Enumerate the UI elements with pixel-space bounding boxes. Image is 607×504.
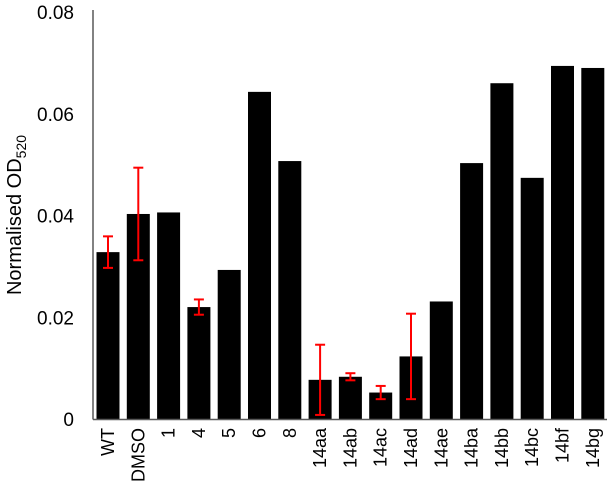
error-bar-14ab bbox=[345, 372, 356, 382]
x-tick-label: 14ba bbox=[462, 427, 482, 468]
error-bar-14ad bbox=[406, 312, 416, 401]
y-tick-label: 0 bbox=[63, 410, 74, 431]
y-tick-label: 0.04 bbox=[37, 207, 74, 228]
x-tick-label: 14bb bbox=[492, 428, 512, 468]
x-tick-label: 8 bbox=[280, 428, 300, 438]
x-tick-label: WT bbox=[98, 428, 118, 456]
bar-WT bbox=[96, 252, 120, 419]
bar-14bb bbox=[490, 83, 514, 419]
bar-6 bbox=[248, 91, 271, 419]
bar-1 bbox=[157, 212, 181, 419]
bars bbox=[96, 65, 605, 420]
y-tick-label: 0.08 bbox=[37, 3, 74, 24]
error-bar-14aa bbox=[315, 343, 326, 416]
x-tick-label: 1 bbox=[159, 428, 179, 438]
x-tick-label: 14ae bbox=[431, 428, 451, 468]
x-tick-label: 14ab bbox=[340, 428, 360, 468]
bar-8 bbox=[278, 161, 302, 419]
x-tick-label: 14ac bbox=[371, 428, 391, 467]
bar-14ab bbox=[338, 376, 362, 419]
x-tick-label: 14aa bbox=[310, 427, 330, 468]
y-tick-label: 0.02 bbox=[37, 308, 74, 329]
error-bar-4 bbox=[193, 298, 204, 316]
bar-DMSO bbox=[126, 213, 150, 419]
bar-14bf bbox=[551, 65, 574, 420]
y-tick-label: 0.06 bbox=[37, 105, 74, 126]
x-tick-label: 14bf bbox=[553, 427, 573, 463]
bar-14ae bbox=[429, 301, 453, 419]
error-bar-14ac bbox=[375, 384, 386, 401]
bar-5 bbox=[217, 269, 241, 419]
error-bar-WT bbox=[103, 235, 113, 269]
x-tick-label: 4 bbox=[189, 428, 209, 438]
error-bars bbox=[103, 166, 416, 416]
x-tick-label: DMSO bbox=[128, 428, 148, 482]
bar-14ac bbox=[369, 392, 393, 419]
bar-14ba bbox=[460, 163, 484, 419]
x-tick-label: 14bg bbox=[583, 428, 603, 468]
x-tick-label: 5 bbox=[219, 428, 239, 438]
y-axis-label: Normalised OD520 bbox=[4, 135, 29, 295]
x-tick-label: 6 bbox=[250, 428, 270, 438]
y-tick-labels: 0 0.02 0.04 0.06 0.08 bbox=[37, 3, 74, 431]
x-tick-label: 14ad bbox=[401, 428, 421, 468]
bar-14bc bbox=[520, 177, 544, 419]
x-tick-labels: WT DMSO 1 4 5 6 8 14aa 14ab 14ac 14ad 14ae 14ba 14bb 1… bbox=[98, 427, 603, 482]
bar-14bg bbox=[581, 67, 605, 420]
error-bar-DMSO bbox=[133, 166, 144, 262]
x-tick-label: 14bc bbox=[522, 428, 542, 467]
bar-4 bbox=[187, 307, 211, 419]
